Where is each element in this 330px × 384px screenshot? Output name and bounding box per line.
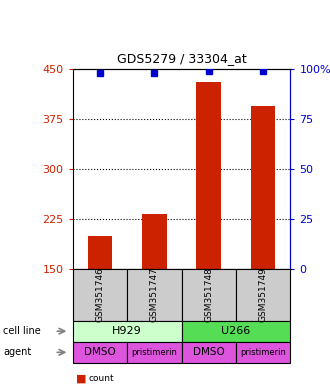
Text: count: count — [88, 374, 114, 383]
Text: DMSO: DMSO — [193, 347, 225, 358]
Bar — [196, 83, 221, 269]
Text: U266: U266 — [221, 326, 250, 336]
Text: ■: ■ — [76, 373, 86, 383]
Title: GDS5279 / 33304_at: GDS5279 / 33304_at — [116, 52, 247, 65]
Bar — [142, 214, 167, 269]
Text: GSM351747: GSM351747 — [150, 267, 159, 322]
Bar — [251, 106, 276, 269]
Text: pristimerin: pristimerin — [131, 348, 177, 357]
Text: GSM351749: GSM351749 — [259, 267, 268, 322]
Text: DMSO: DMSO — [84, 347, 116, 358]
Text: H929: H929 — [112, 326, 142, 336]
Text: cell line: cell line — [3, 326, 41, 336]
Text: GSM351748: GSM351748 — [204, 267, 213, 322]
Bar — [87, 235, 112, 269]
Text: pristimerin: pristimerin — [240, 348, 286, 357]
Text: agent: agent — [3, 347, 32, 358]
Text: GSM351746: GSM351746 — [95, 267, 104, 322]
